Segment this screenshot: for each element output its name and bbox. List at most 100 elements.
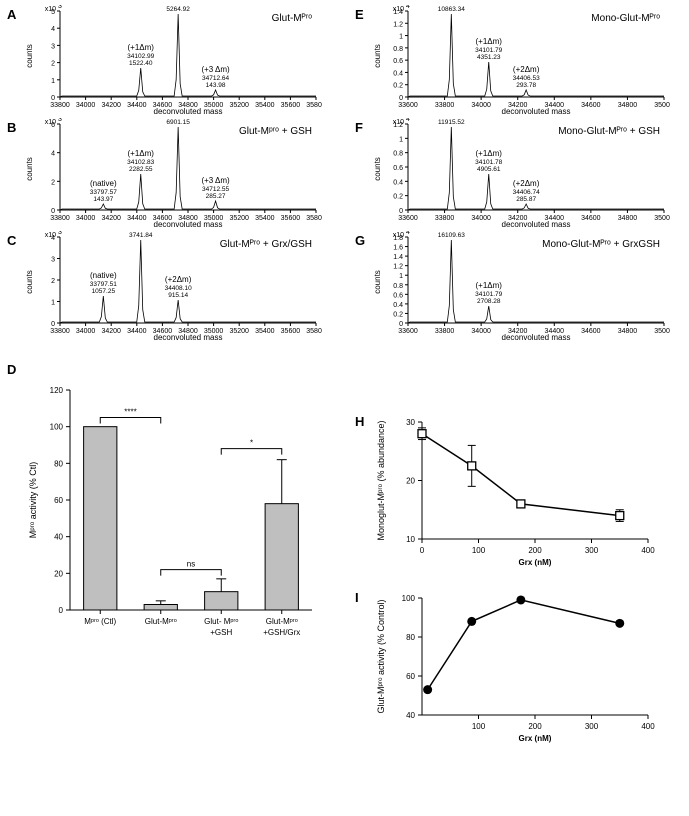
- svg-text:+GSH: +GSH: [210, 628, 232, 637]
- svg-text:4: 4: [51, 151, 55, 158]
- svg-text:100: 100: [50, 423, 64, 432]
- svg-text:34406.74: 34406.74: [513, 189, 540, 196]
- panel-label: C: [7, 233, 16, 248]
- svg-text:(+2Δm): (+2Δm): [513, 65, 540, 74]
- svg-text:Glut-Mᴾʳᵒ + Grx/GSH: Glut-Mᴾʳᵒ + Grx/GSH: [220, 239, 312, 250]
- svg-text:34600: 34600: [581, 328, 601, 335]
- svg-text:35200: 35200: [229, 328, 249, 335]
- svg-text:33800: 33800: [50, 328, 70, 335]
- svg-text:3: 3: [58, 231, 62, 236]
- svg-text:1057.25: 1057.25: [92, 288, 116, 295]
- svg-text:0.6: 0.6: [393, 58, 403, 65]
- svg-text:10863.34: 10863.34: [438, 6, 465, 13]
- svg-text:34101.78: 34101.78: [475, 159, 502, 166]
- svg-text:(+2Δm): (+2Δm): [165, 275, 192, 284]
- svg-text:4351.23: 4351.23: [477, 54, 501, 61]
- svg-text:35400: 35400: [255, 328, 275, 335]
- svg-text:(+3 Δm): (+3 Δm): [201, 176, 230, 185]
- svg-text:2282.55: 2282.55: [129, 166, 153, 173]
- spectrum-panel-G: G00.20.40.60.811.21.41.61.8x104counts336…: [370, 231, 670, 341]
- svg-text:(+2Δm): (+2Δm): [513, 179, 540, 188]
- svg-text:285.27: 285.27: [206, 193, 226, 200]
- svg-text:counts: counts: [373, 270, 382, 294]
- svg-text:0.8: 0.8: [393, 283, 403, 290]
- svg-text:(+1Δm): (+1Δm): [476, 281, 503, 290]
- svg-text:4: 4: [406, 231, 410, 236]
- svg-text:Grx (nM): Grx (nM): [519, 558, 552, 567]
- panel-label: E: [355, 7, 364, 22]
- svg-text:0.8: 0.8: [393, 46, 403, 53]
- svg-text:x10: x10: [393, 232, 404, 239]
- svg-text:x10: x10: [45, 6, 56, 13]
- svg-text:*: *: [250, 439, 253, 448]
- svg-text:20: 20: [406, 477, 415, 486]
- svg-text:80: 80: [406, 633, 415, 642]
- svg-text:33600: 33600: [398, 215, 418, 222]
- panel-label: H: [355, 414, 364, 429]
- svg-text:285.87: 285.87: [516, 196, 536, 203]
- svg-text:35000: 35000: [654, 215, 670, 222]
- svg-text:3: 3: [58, 5, 62, 10]
- svg-text:Mᵖʳᵒ (Ctl): Mᵖʳᵒ (Ctl): [84, 617, 116, 626]
- svg-text:33797.57: 33797.57: [90, 189, 117, 196]
- panel-label: G: [355, 233, 365, 248]
- svg-text:300: 300: [585, 722, 599, 731]
- svg-text:80: 80: [54, 459, 63, 468]
- svg-text:Glut-Mᵖʳᵒ: Glut-Mᵖʳᵒ: [266, 617, 298, 626]
- svg-text:deconvoluted mass: deconvoluted mass: [502, 333, 571, 341]
- svg-text:(+3 Δm): (+3 Δm): [201, 65, 230, 74]
- svg-text:34200: 34200: [101, 102, 121, 109]
- svg-text:1.2: 1.2: [393, 264, 403, 271]
- svg-text:33800: 33800: [50, 215, 70, 222]
- svg-text:34406.53: 34406.53: [513, 75, 540, 82]
- svg-text:Mono-Glut-Mᴾʳᵒ + GSH: Mono-Glut-Mᴾʳᵒ + GSH: [558, 126, 660, 137]
- svg-text:1: 1: [399, 273, 403, 280]
- svg-text:x10: x10: [393, 119, 404, 126]
- svg-text:34408.10: 34408.10: [165, 285, 192, 292]
- svg-text:4: 4: [406, 5, 410, 10]
- svg-text:30: 30: [406, 418, 415, 427]
- svg-text:counts: counts: [25, 157, 34, 181]
- svg-text:34600: 34600: [581, 102, 601, 109]
- svg-text:1: 1: [51, 300, 55, 307]
- svg-text:deconvoluted mass: deconvoluted mass: [154, 333, 223, 341]
- svg-text:35600: 35600: [281, 102, 301, 109]
- svg-text:200: 200: [528, 546, 542, 555]
- svg-text:1.2: 1.2: [393, 21, 403, 28]
- svg-text:deconvoluted mass: deconvoluted mass: [502, 220, 571, 228]
- svg-text:3: 3: [51, 257, 55, 264]
- svg-text:293.78: 293.78: [516, 82, 536, 89]
- svg-text:34000: 34000: [76, 215, 96, 222]
- svg-text:+GSH/Grx: +GSH/Grx: [263, 628, 300, 637]
- svg-text:34102.99: 34102.99: [127, 53, 154, 60]
- svg-text:1: 1: [399, 136, 403, 143]
- svg-text:1.6: 1.6: [393, 245, 403, 252]
- svg-text:Monoglut-Mᵖʳᵒ (% abundance): Monoglut-Mᵖʳᵒ (% abundance): [376, 420, 386, 540]
- svg-text:(native): (native): [90, 179, 117, 188]
- svg-text:34800: 34800: [618, 102, 638, 109]
- svg-text:1: 1: [51, 78, 55, 85]
- svg-text:3: 3: [58, 118, 62, 123]
- svg-text:35600: 35600: [281, 215, 301, 222]
- svg-text:33800: 33800: [435, 328, 455, 335]
- svg-text:0: 0: [399, 95, 403, 102]
- svg-text:34102.83: 34102.83: [127, 159, 154, 166]
- svg-text:1522.40: 1522.40: [129, 60, 153, 67]
- svg-text:35000: 35000: [654, 328, 670, 335]
- svg-text:33600: 33600: [398, 102, 418, 109]
- svg-text:4905.61: 4905.61: [477, 166, 501, 173]
- svg-text:34101.79: 34101.79: [475, 291, 502, 298]
- line-chart-I: I406080100100200300400Grx (nM)Glut-Mᵖʳᵒ …: [370, 588, 660, 743]
- svg-text:deconvoluted mass: deconvoluted mass: [502, 107, 571, 115]
- svg-text:34000: 34000: [76, 328, 96, 335]
- svg-text:16109.63: 16109.63: [438, 232, 465, 239]
- svg-text:x10: x10: [393, 6, 404, 13]
- svg-text:0.4: 0.4: [393, 302, 403, 309]
- svg-text:40: 40: [406, 711, 415, 720]
- svg-text:34101.79: 34101.79: [475, 47, 502, 54]
- svg-text:(+1Δm): (+1Δm): [476, 149, 503, 158]
- svg-text:100: 100: [472, 546, 486, 555]
- svg-text:35800: 35800: [306, 328, 322, 335]
- svg-text:0.2: 0.2: [393, 83, 403, 90]
- svg-text:4: 4: [406, 118, 410, 123]
